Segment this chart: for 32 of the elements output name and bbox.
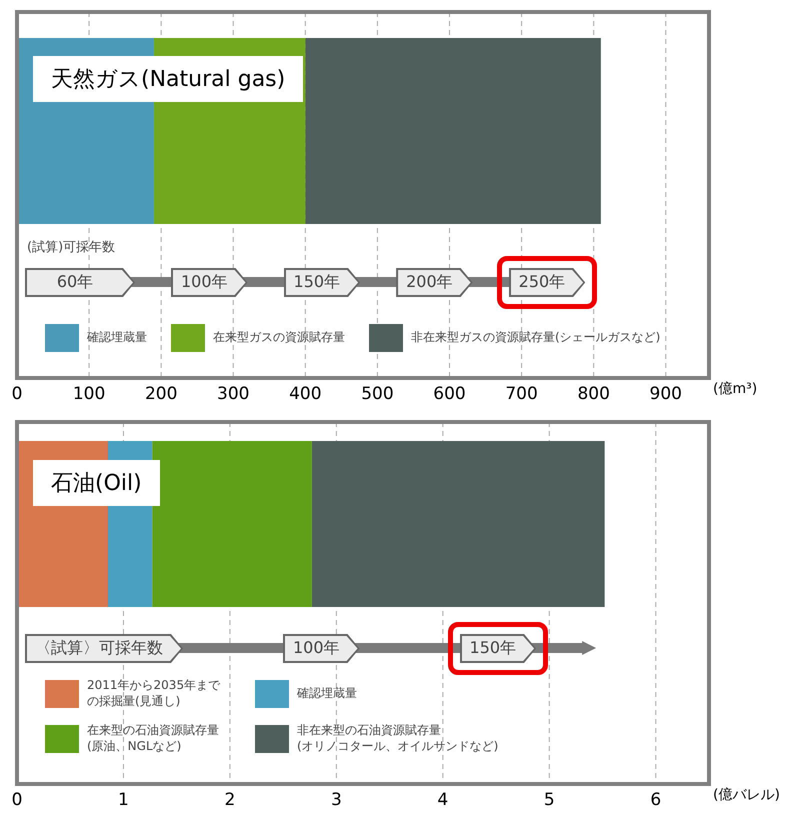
legend-label: 非在来型ガスの資源賦存量(シェールガスなど) [411,330,660,346]
x-tick-label: 0 [12,790,22,810]
x-tick-label: 900 [650,384,682,404]
x-tick-label: 300 [217,384,250,404]
annotation: (試算)可採年数 [27,239,116,256]
text: 天然ガス(Natural gas) [33,56,304,102]
x-tick-label: 6 [650,790,662,810]
bar [152,441,312,607]
x-tick-label: 4 [437,790,448,810]
legend-label: 確認埋蔵量 [87,330,147,346]
legend-label: 2011年から2035年までの採掘量(見通し) [87,678,222,710]
x-tick-label: 3 [330,790,342,810]
legend-label: 非在来型の石油資源賦存量 (オリノコタール、オイルサンドなど) [297,723,498,754]
x-tick-label: 700 [505,384,538,404]
x-tick-label: 600 [433,384,466,404]
bar [305,38,601,224]
text: 石油(Oil) [33,460,160,506]
x-tick-label: 1 [118,790,129,810]
x-axis-title: (億m³) [713,380,758,398]
x-tick-label: 800 [577,384,610,404]
x-tick-label: 2 [224,790,236,810]
x-tick-label: 5 [544,790,555,810]
x-tick-label: 400 [289,384,322,404]
x-tick-label: 500 [361,384,394,404]
x-tick-label: 100 [72,384,106,404]
x-tick-label: 200 [144,384,178,404]
x-axis-title: (億バレル) [713,786,780,804]
legend-label: 確認埋蔵量 [297,686,357,702]
legend-label: 在来型ガスの資源賦存量 [213,330,345,346]
x-tick-label: 0 [12,384,22,404]
bar [312,441,605,607]
legend-label: 在来型の石油資源賦存量 (原油、NGLなど) [87,723,219,754]
